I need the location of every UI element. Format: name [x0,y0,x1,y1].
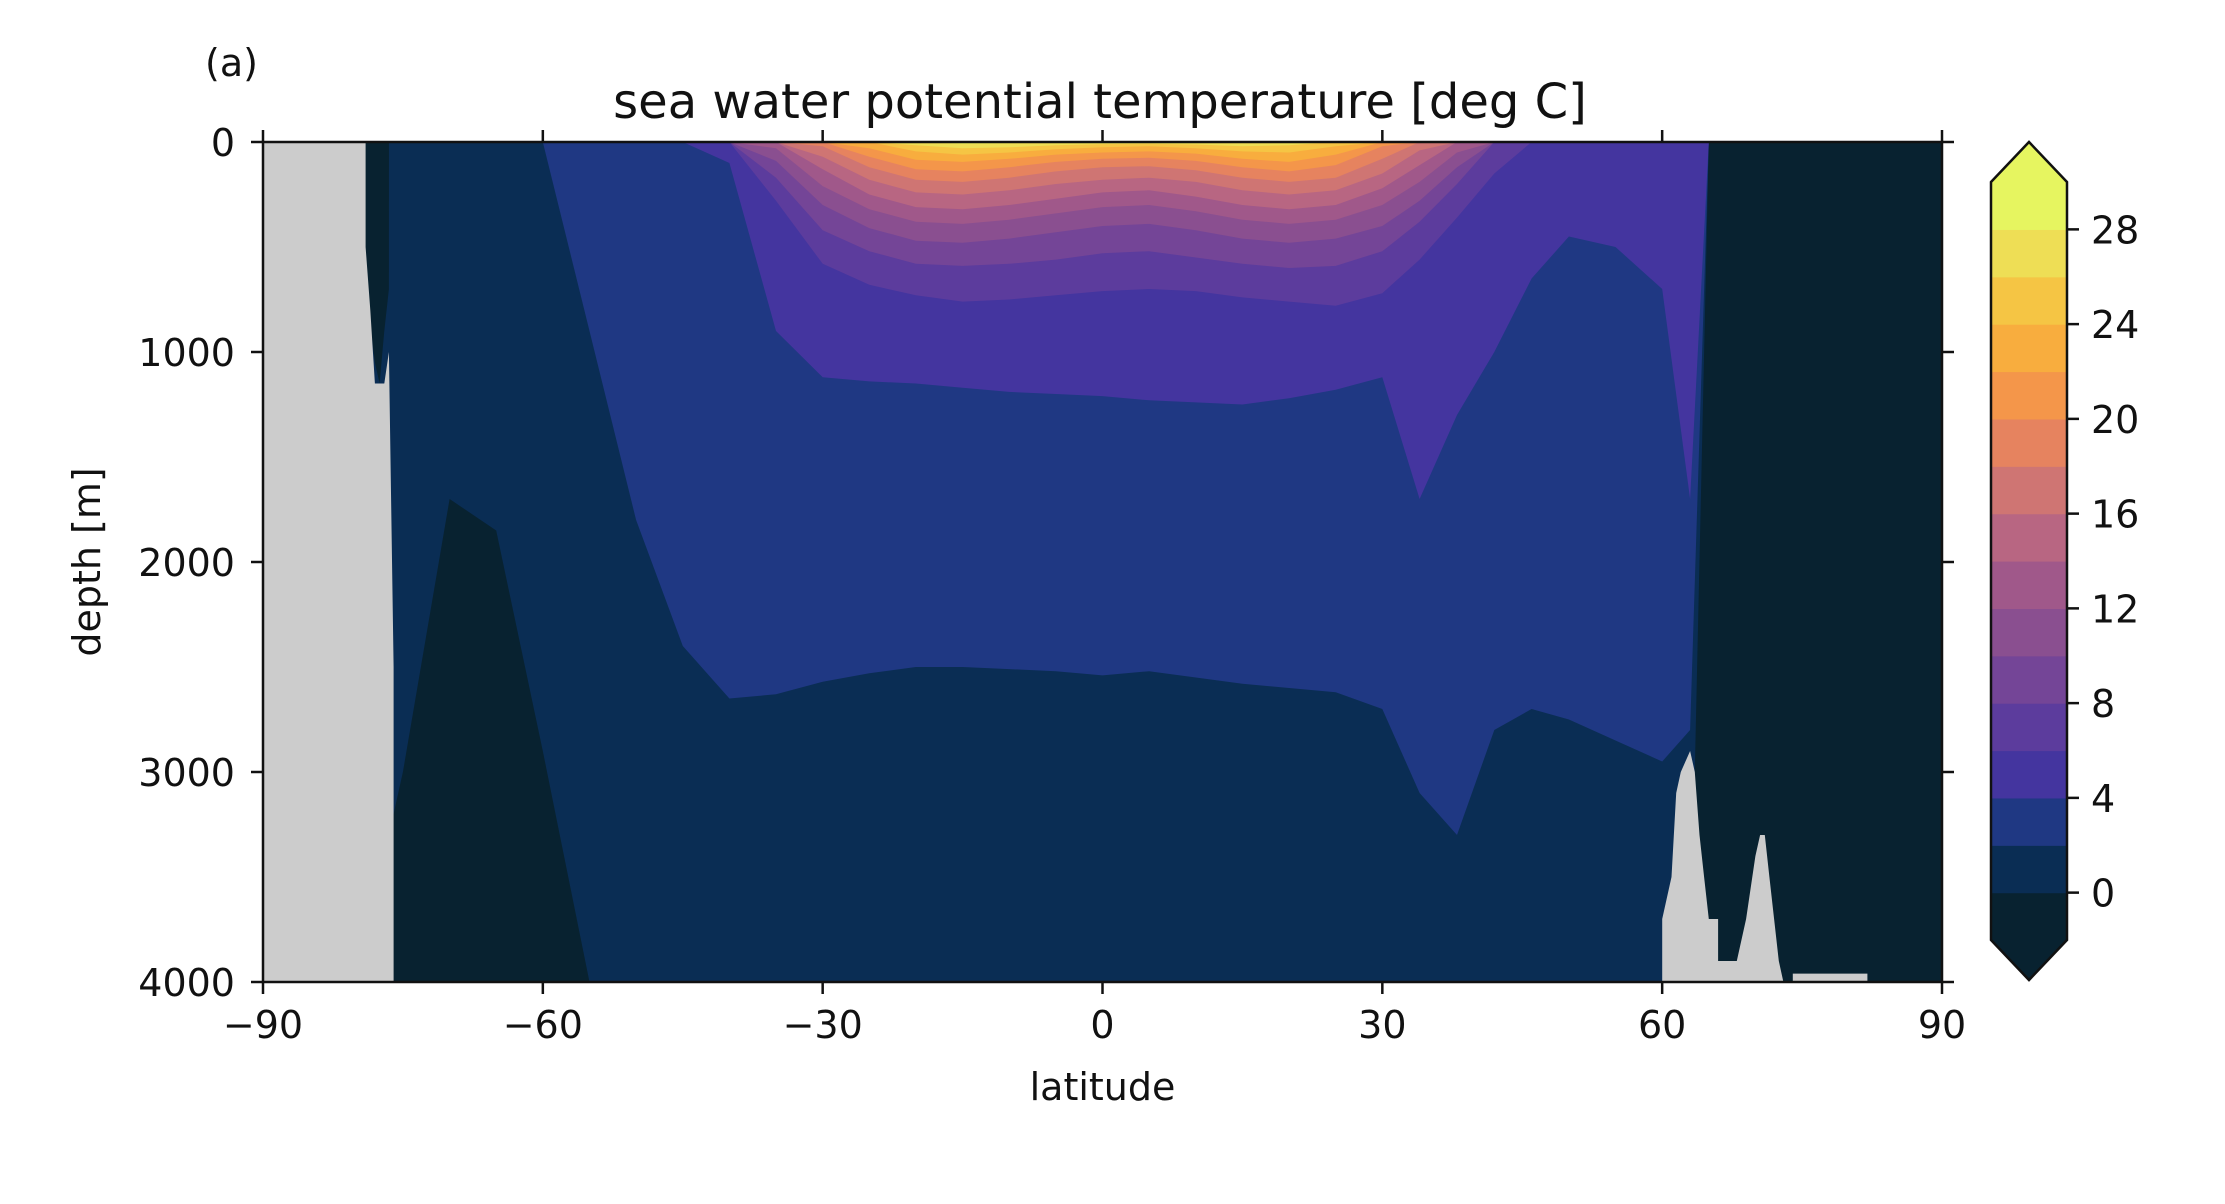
colorbar-segment [1991,513,2067,562]
colorbar-segment [1991,750,2067,799]
x-tick-label: −90 [223,1003,303,1047]
colorbar-tick-label: 28 [2091,208,2139,252]
colorbar-segment [1991,371,2067,420]
x-tick-label: 60 [1638,1003,1686,1047]
band-above-26 [263,142,1942,149]
x-tick-label: 30 [1358,1003,1406,1047]
colorbar-tick-label: 12 [2091,587,2139,631]
colorbar-tick-label: 8 [2091,682,2115,726]
colorbar-segment [1991,276,2067,325]
x-axis: −90 −60 −30 0 30 60 90 [223,130,1966,1047]
x-tick-label: −30 [783,1003,863,1047]
colorbar-outline [1989,140,2069,982]
band-above-2 [263,142,1942,835]
y-tick-label: 4000 [138,961,235,1005]
land-arctic-sill [1792,973,1868,982]
colorbar-segment [1991,466,2067,515]
colorbar-extend-over [1991,142,2067,182]
band-above-18 [263,142,1942,182]
x-tick-label: −60 [503,1003,583,1047]
band-above-22 [263,142,1942,162]
y-tick-label: 3000 [138,751,235,795]
colorbar-segment [1991,655,2067,704]
band-above-4 [263,142,1942,499]
land-mask [263,142,1868,982]
colorbar-extend-under [1991,940,2067,980]
colorbar-segment [1991,418,2067,467]
x-axis-label: latitude [1030,1065,1176,1109]
colorbar-segment [1991,324,2067,373]
colorbar-segment [1991,608,2067,657]
temperature-field [263,142,1942,982]
y-tick-label: 2000 [138,541,235,585]
colorbar-tick-label: 4 [2091,777,2115,821]
colorbar-segment [1991,561,2067,609]
chart-title: sea water potential temperature [deg C] [613,74,1587,130]
land-antarctica [263,142,394,982]
colorbar-segment [1991,182,2067,230]
y-axis: 0 1000 2000 3000 4000 [138,121,1954,1005]
colorbar-segment [1991,797,2067,846]
colorbar-segment [1991,703,2067,752]
colorbar: 0 4 8 12 16 20 24 28 [1989,140,2139,982]
band-above-20 [263,142,1942,172]
colorbar-tick-label: 24 [2091,303,2139,347]
colorbar-tick-label: 20 [2091,398,2139,442]
y-axis-label: depth [m] [65,467,109,656]
colorbar-segment [1991,845,2067,894]
colorbar-segment [1991,892,2067,941]
land-greenland-iceland-ridge [1662,751,1793,982]
y-tick-label: 0 [211,121,235,165]
colorbar-tick-label: 0 [2091,872,2115,916]
colorbar-tick-label: 16 [2091,493,2139,537]
band-above-16 [263,142,1942,195]
colorbar-segment [1991,229,2067,278]
y-tick-label: 1000 [138,331,235,375]
panel-label: (a) [205,41,258,85]
band-above-24 [263,142,1942,155]
x-tick-label: 90 [1918,1003,1966,1047]
x-tick-label: 0 [1090,1003,1114,1047]
